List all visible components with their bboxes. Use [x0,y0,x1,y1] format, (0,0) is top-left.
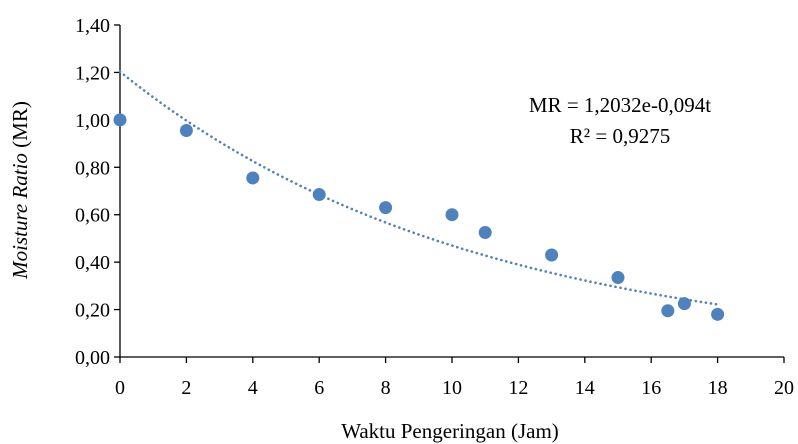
data-point [545,248,559,262]
tick-labels: 0,00 0,20 0,40 0,60 0,80 1,00 1,20 1,40 0 2 4 6 8 10 1… [75,15,794,399]
y-axis-title-italic: Moisture Ratio [8,153,32,280]
trendline-group [118,70,719,306]
x-tick-label: 10 [442,377,462,399]
axes [114,24,785,363]
x-tick-label: 0 [115,377,125,399]
y-tick-label: 0,00 [75,347,110,369]
y-tick-label: 0,40 [75,252,110,274]
data-point [246,171,260,185]
trendline-equation: MR = 1,2032e-0,094t [529,93,711,117]
y-tick-label: 1,40 [75,15,110,37]
data-point [611,271,625,285]
data-point [661,304,675,318]
x-tick-label: 20 [774,377,794,399]
x-tick-label: 14 [575,377,595,399]
data-point [379,201,393,215]
y-tick-label: 1,20 [75,62,110,84]
y-tick-label: 0,60 [75,205,110,227]
x-tick-label: 4 [248,377,258,399]
data-point [312,188,326,202]
data-point [478,226,492,239]
x-tick-label: 2 [181,377,191,399]
x-axis-title: Waktu Pengeringan (Jam) [341,419,559,443]
x-tick-label: 18 [708,377,728,399]
data-point [677,297,691,311]
y-tick-label: 0,80 [75,157,110,179]
y-axis-title: Moisture Ratio (MR) [8,101,32,280]
data-point [179,124,193,138]
x-tick-label: 6 [314,377,324,399]
data-point [445,208,459,222]
x-tick-label: 12 [508,377,528,399]
x-tick-label: 16 [641,377,661,399]
data-point [711,307,725,321]
data-points [113,113,725,321]
y-tick-label: 1,00 [75,110,110,132]
x-tick-label: 8 [381,377,391,399]
exponential-trendline [118,70,719,306]
data-point [113,113,127,127]
y-tick-label: 0,20 [75,300,110,322]
y-axis-title-unit: (MR) [8,101,32,153]
trendline-r-squared: R² = 0,9275 [570,124,670,148]
